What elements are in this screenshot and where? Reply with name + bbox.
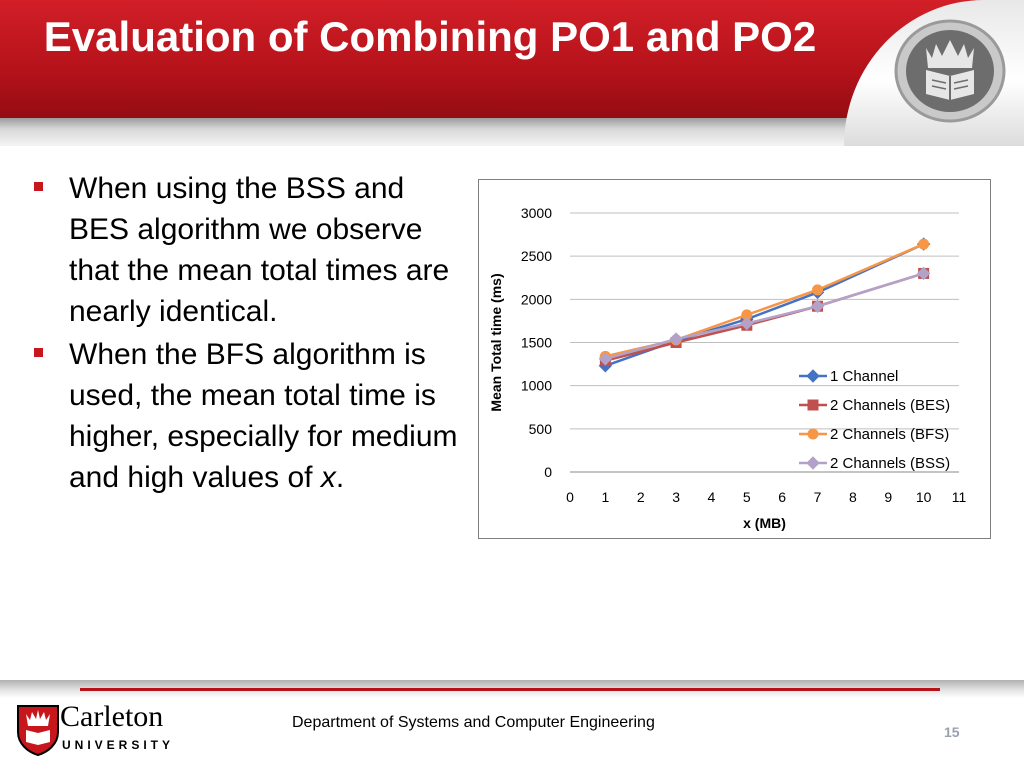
y-tick-label: 500 [529,421,553,437]
crest-icon [894,19,1006,123]
x-tick-label: 10 [916,489,932,505]
logo-name: Carleton [60,700,164,733]
data-point [916,266,931,281]
legend-marker [807,399,819,411]
bullet-marker-icon [34,348,43,357]
slide-title: Evaluation of Combining PO1 and PO2 [43,13,817,60]
y-tick-label: 1500 [521,335,552,351]
y-tick-label: 2500 [521,248,552,264]
data-point [598,352,613,366]
bullet-item: When the BFS algorithm is used, the mean… [34,334,464,498]
x-tick-label: 5 [743,489,751,505]
series-line [605,242,925,358]
y-axis-title: Mean Total time (ms) [488,273,504,411]
x-tick-label: 11 [952,489,967,505]
x-tick-label: 3 [672,489,680,505]
x-tick-label: 2 [637,489,645,505]
y-tick-label: 0 [544,464,552,480]
legend-label: 1 Channel [830,368,898,385]
university-logo: Carleton UNIVERSITY [16,700,216,762]
x-tick-label: 4 [708,489,716,505]
x-axis-title: x (MB) [743,515,786,531]
data-point [918,238,930,250]
bullet-text: When using the BSS and BES algorithm we … [69,172,450,328]
y-tick-label: 1000 [521,378,552,394]
data-point [669,332,683,346]
department-name: Department of Systems and Computer Engin… [292,714,655,731]
bullet-suffix: . [335,461,345,494]
x-tick-label: 6 [778,489,786,505]
slide-footer: Carleton UNIVERSITY Department of System… [0,680,1024,768]
logo-university: UNIVERSITY [62,738,175,752]
legend-label: 2 Channels (BES) [830,397,950,414]
bullet-list: When using the BSS and BES algorithm we … [34,168,464,500]
bullet-item: When using the BSS and BES algorithm we … [34,168,464,332]
bullet-text: When the BFS algorithm is used, the mean… [69,338,458,494]
legend-marker [806,369,820,383]
x-tick-label: 9 [884,489,892,505]
x-tick-label: 1 [601,489,609,505]
series-line [605,272,925,362]
data-point [812,284,824,296]
legend-label: 2 Channels (BFS) [830,426,949,443]
data-point [740,316,754,331]
chart-frame: 0 500 1000 1500 2000 2500 3000 0 1 2 3 4 5 6 7 8 9 10 11 x … [478,179,991,539]
bullet-emphasis: x [320,461,336,494]
data-point [810,299,825,313]
legend-label: 2 Channels (BSS) [830,455,950,472]
line-chart: 0 500 1000 1500 2000 2500 3000 0 1 2 3 4 5 6 7 8 9 10 11 x … [488,205,967,531]
footer-accent-line [80,688,940,691]
series-line [605,272,925,361]
x-tick-label: 0 [566,489,574,505]
shield-icon [17,705,59,756]
bullet-marker-icon [34,182,43,191]
legend-marker [807,428,819,440]
y-tick-label: 2000 [521,291,552,307]
x-tick-label: 8 [849,489,857,505]
page-number: 15 [944,724,960,740]
x-tick-label: 7 [814,489,822,505]
y-tick-label: 3000 [521,205,552,221]
legend-marker [806,456,820,470]
